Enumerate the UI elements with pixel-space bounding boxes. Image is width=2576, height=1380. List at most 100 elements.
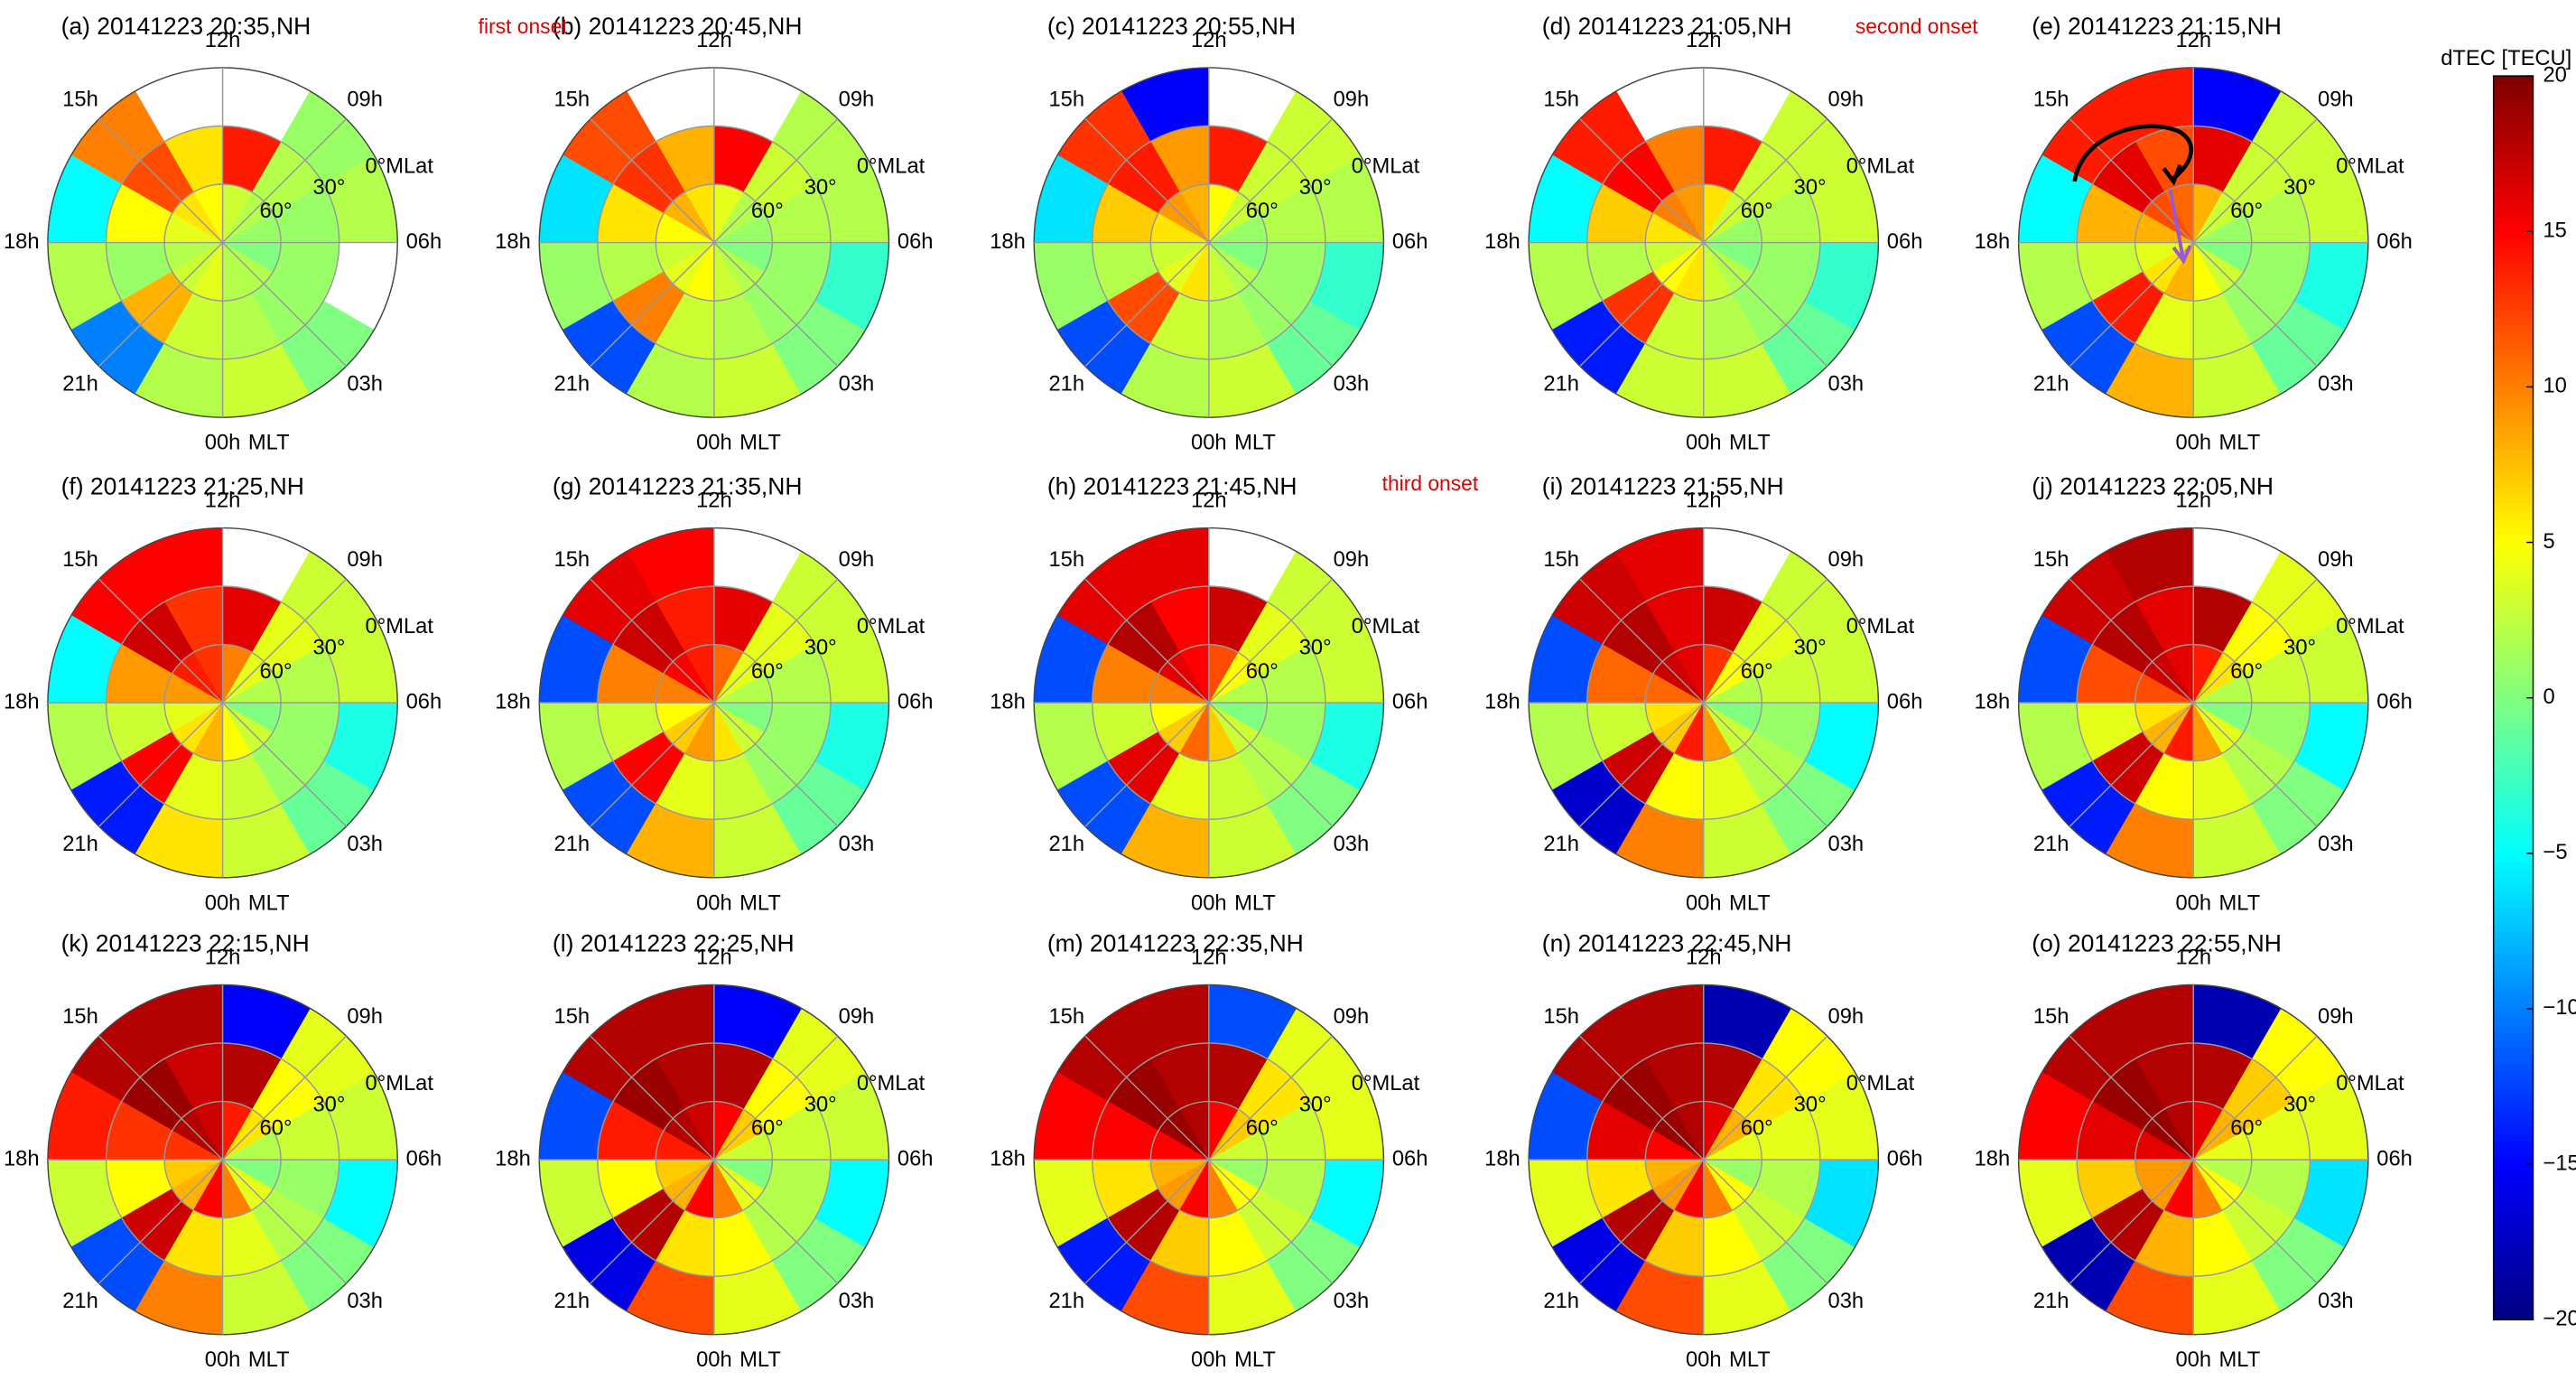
theta-tick-label: 15h: [1048, 548, 1084, 572]
grid-spoke: [1579, 242, 1705, 367]
theta-tick-label: 12h: [1191, 490, 1227, 513]
colorbar-swatch: [2493, 1249, 2534, 1259]
grid-spoke: [2192, 1035, 2318, 1161]
r-tick-label: 30°: [312, 176, 345, 200]
r-tick-label: 60°: [751, 660, 784, 684]
colorbar-swatch: [2493, 216, 2534, 225]
colorbar-swatch: [2493, 954, 2534, 964]
colorbar-swatch: [2493, 255, 2534, 264]
theta-tick-label: 18h: [990, 230, 1026, 254]
r-tick-label: 60°: [1246, 1117, 1279, 1141]
colorbar-swatch: [2493, 611, 2534, 621]
grid-spoke: [98, 1159, 224, 1284]
theta-tick-label: 21h: [1048, 372, 1084, 396]
theta-tick-label: 15h: [1543, 88, 1579, 111]
theta-tick-label: 06h: [1392, 230, 1428, 254]
colorbar-swatch: [2493, 495, 2534, 505]
grid-spoke: [222, 1035, 347, 1161]
colorbar-swatch: [2493, 154, 2534, 163]
r-tick-label: 60°: [260, 660, 293, 684]
colorbar-swatch: [2493, 635, 2534, 645]
colorbar-swatch: [2493, 775, 2534, 785]
theta-tick-label: 00h: [1191, 891, 1227, 915]
theta-tick-label: 15h: [2033, 88, 2069, 111]
colorbar-swatch: [2493, 76, 2534, 85]
grid-spoke: [590, 242, 715, 367]
panel-title: (l) 20141223 22:25,NH: [553, 930, 795, 957]
colorbar-swatch: [2493, 744, 2534, 753]
colorbar-swatch: [2493, 869, 2534, 878]
colorbar-swatch: [2493, 768, 2534, 777]
colorbar-swatch: [2493, 1109, 2534, 1119]
theta-tick-label: 12h: [2175, 490, 2211, 513]
theta-tick-label: 15h: [1048, 1005, 1084, 1029]
colorbar-swatch: [2493, 1078, 2534, 1087]
colorbar-tick-label: −15: [2543, 1152, 2576, 1175]
r-tick-label: 30°: [312, 636, 345, 659]
theta-tick-label: 03h: [347, 372, 383, 396]
theta-tick-label: 03h: [2318, 833, 2354, 856]
r-tick-label: 60°: [2230, 1117, 2263, 1141]
colorbar-swatch: [2493, 581, 2534, 590]
r-tick-label: 30°: [2283, 636, 2316, 659]
colorbar-swatch: [2493, 363, 2534, 372]
r-tick-label: 60°: [1246, 200, 1279, 223]
r-tick-label: 60°: [260, 200, 293, 223]
theta-tick-label: 09h: [347, 1005, 383, 1029]
theta-tick-label: 18h: [4, 690, 40, 713]
r-tick-label: 30°: [1794, 1093, 1827, 1116]
theta-tick-label: 12h: [205, 490, 241, 513]
colorbar-swatch: [2493, 137, 2534, 147]
colorbar-swatch: [2493, 518, 2534, 528]
grid-spoke: [222, 242, 347, 367]
grid-spoke: [1084, 702, 1210, 827]
theta-tick-label: 18h: [4, 1147, 40, 1170]
grid-spoke: [1579, 118, 1705, 244]
theta-tick-label: 15h: [554, 88, 591, 111]
colorbar-swatch: [2493, 1164, 2534, 1173]
colorbar-swatch: [2493, 324, 2534, 333]
colorbar-swatch: [2493, 176, 2534, 186]
theta-title: MLT: [2219, 891, 2261, 915]
r-tick-label: 0°MLat: [2336, 1072, 2404, 1096]
colorbar-swatch: [2493, 651, 2534, 660]
colorbar-swatch: [2493, 83, 2534, 93]
colorbar-swatch: [2493, 969, 2534, 979]
theta-tick-label: 06h: [1392, 1147, 1428, 1170]
theta-tick-label: 12h: [2175, 29, 2211, 52]
r-tick-label: 0°MLat: [2336, 615, 2404, 639]
r-tick-label: 30°: [804, 176, 837, 200]
colorbar-swatch: [2493, 628, 2534, 637]
theta-tick-label: 21h: [1048, 833, 1084, 856]
grid-spoke: [1208, 1035, 1334, 1161]
r-tick-label: 30°: [1794, 176, 1827, 200]
theta-tick-label: 21h: [1543, 1290, 1579, 1313]
colorbar-swatch: [2493, 667, 2534, 676]
theta-tick-label: 21h: [2033, 1290, 2069, 1313]
colorbar-swatch: [2493, 721, 2534, 730]
theta-tick-label: 09h: [347, 548, 383, 572]
colorbar-swatch: [2493, 184, 2534, 193]
grid-spoke: [1084, 1159, 1210, 1284]
colorbar-swatch: [2493, 378, 2534, 388]
colorbar-swatch: [2493, 891, 2534, 901]
theta-tick-label: 18h: [1484, 230, 1520, 254]
colorbar-swatch: [2493, 705, 2534, 714]
panel-title: (e) 20141223 21:15,NH: [2032, 13, 2282, 40]
colorbar-swatch: [2493, 604, 2534, 613]
theta-tick-label: 03h: [839, 372, 875, 396]
colorbar-tick-label: 20: [2543, 63, 2566, 87]
panel-title: (b) 20141223 20:45,NH: [553, 13, 803, 40]
annotation: first onset: [479, 14, 569, 38]
colorbar-swatch: [2493, 355, 2534, 365]
theta-tick-label: 21h: [1048, 1290, 1084, 1313]
theta-tick-label: 12h: [1191, 946, 1227, 970]
labels-layer: (a) 20141223 20:35,NH 60° 30° 0°MLat 12h 15h 1…: [4, 13, 2576, 1372]
theta-tick-label: 06h: [1887, 690, 1923, 713]
colorbar-swatch: [2493, 161, 2534, 171]
grid-spoke: [1579, 578, 1705, 704]
panel-title: (m) 20141223 22:35,NH: [1047, 930, 1304, 957]
colorbar-swatch: [2493, 550, 2534, 559]
colorbar-swatch: [2493, 277, 2534, 287]
colorbar-swatch: [2493, 682, 2534, 691]
